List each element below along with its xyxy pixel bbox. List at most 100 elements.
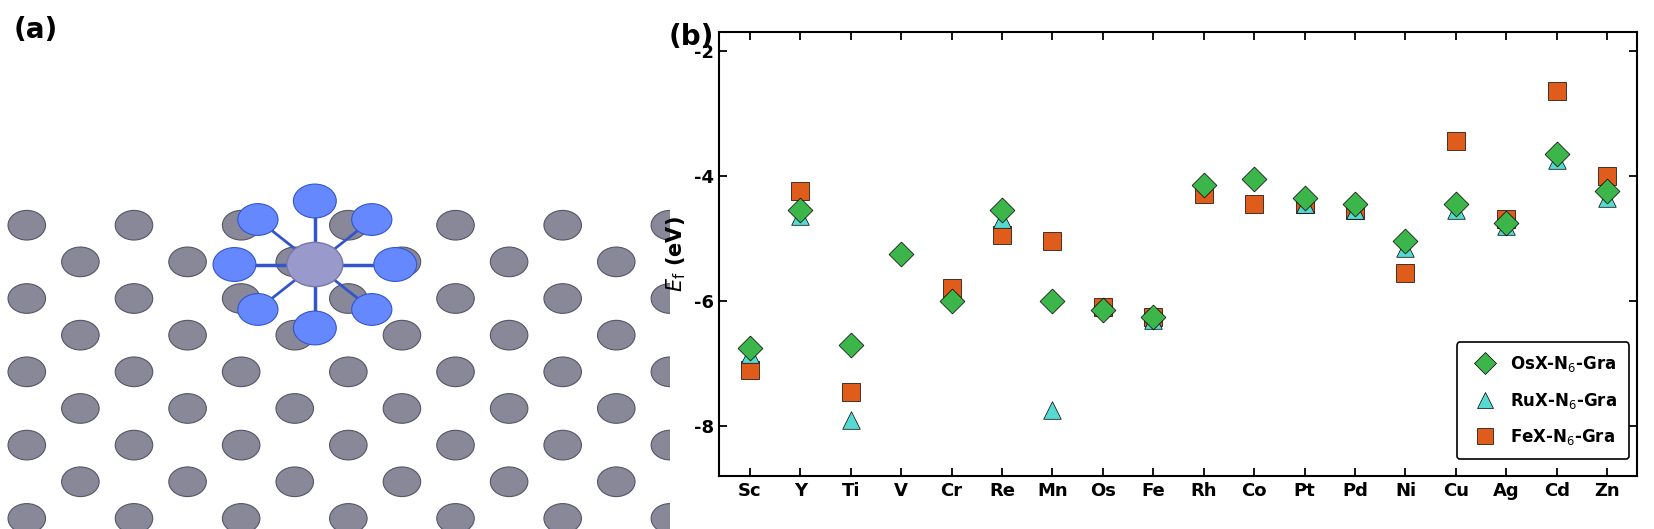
Point: [1594, 194, 1621, 202]
Point: [1090, 306, 1116, 314]
Circle shape: [116, 357, 152, 387]
Circle shape: [597, 394, 635, 423]
Point: [1039, 406, 1065, 415]
Circle shape: [276, 467, 314, 497]
Circle shape: [437, 357, 475, 387]
Point: [837, 416, 863, 424]
Point: [1039, 237, 1065, 245]
Circle shape: [352, 294, 392, 325]
Point: [938, 284, 964, 293]
Point: [736, 343, 762, 352]
Circle shape: [61, 247, 99, 277]
Point: [736, 366, 762, 374]
Point: [1341, 199, 1368, 208]
Circle shape: [222, 357, 260, 387]
Circle shape: [544, 430, 582, 460]
Circle shape: [116, 430, 152, 460]
Point: [1090, 303, 1116, 312]
Point: [1494, 222, 1520, 230]
Point: [736, 350, 762, 358]
Point: [1240, 175, 1267, 183]
Point: [938, 297, 964, 305]
Point: [1393, 237, 1419, 245]
Point: [1442, 206, 1469, 214]
Point: [1140, 312, 1166, 321]
Circle shape: [597, 467, 635, 497]
Point: [1594, 171, 1621, 180]
Circle shape: [544, 504, 582, 529]
Point: [989, 231, 1016, 240]
Circle shape: [544, 284, 582, 313]
Circle shape: [384, 467, 420, 497]
Circle shape: [222, 284, 260, 313]
Circle shape: [652, 357, 688, 387]
Circle shape: [652, 284, 688, 313]
Circle shape: [8, 504, 46, 529]
Circle shape: [490, 467, 528, 497]
Point: [1140, 315, 1166, 324]
Circle shape: [329, 284, 367, 313]
Circle shape: [61, 321, 99, 350]
Circle shape: [329, 357, 367, 387]
Point: [1341, 206, 1368, 214]
Circle shape: [329, 430, 367, 460]
Circle shape: [544, 211, 582, 240]
Point: [837, 341, 863, 349]
Circle shape: [352, 204, 392, 235]
Point: [1140, 312, 1166, 321]
Circle shape: [384, 321, 420, 350]
Circle shape: [597, 247, 635, 277]
Text: (a): (a): [13, 16, 58, 44]
Point: [1292, 199, 1318, 208]
Circle shape: [116, 211, 152, 240]
Circle shape: [222, 211, 260, 240]
Point: [787, 206, 814, 214]
Circle shape: [652, 430, 688, 460]
Circle shape: [437, 430, 475, 460]
Circle shape: [490, 394, 528, 423]
Point: [1494, 215, 1520, 224]
Point: [989, 215, 1016, 224]
Circle shape: [169, 247, 207, 277]
Circle shape: [437, 211, 475, 240]
Point: [989, 206, 1016, 214]
Circle shape: [238, 204, 278, 235]
Point: [1292, 194, 1318, 202]
Circle shape: [238, 294, 278, 325]
Circle shape: [286, 242, 342, 287]
Point: [787, 187, 814, 196]
Point: [1393, 243, 1419, 252]
Circle shape: [213, 248, 256, 281]
Text: (b): (b): [668, 23, 715, 51]
Point: [1191, 181, 1217, 189]
Point: [1543, 87, 1570, 95]
Circle shape: [490, 247, 528, 277]
Circle shape: [437, 284, 475, 313]
Circle shape: [384, 394, 420, 423]
Point: [1341, 206, 1368, 214]
Circle shape: [8, 211, 46, 240]
Point: [1594, 187, 1621, 196]
Circle shape: [597, 321, 635, 350]
Point: [1442, 199, 1469, 208]
Circle shape: [276, 247, 314, 277]
Circle shape: [293, 311, 336, 345]
Circle shape: [169, 321, 207, 350]
Circle shape: [222, 430, 260, 460]
Point: [1543, 156, 1570, 165]
Circle shape: [652, 211, 688, 240]
Point: [837, 387, 863, 396]
Legend: OsX-N$_6$-Gra, RuX-N$_6$-Gra, FeX-N$_6$-Gra: OsX-N$_6$-Gra, RuX-N$_6$-Gra, FeX-N$_6$-…: [1457, 342, 1629, 459]
Circle shape: [329, 211, 367, 240]
Point: [888, 250, 915, 258]
Circle shape: [61, 467, 99, 497]
Point: [1292, 199, 1318, 208]
Circle shape: [169, 394, 207, 423]
Circle shape: [61, 394, 99, 423]
Circle shape: [8, 357, 46, 387]
Y-axis label: $E_\mathrm{f}$ (eV): $E_\mathrm{f}$ (eV): [665, 216, 688, 292]
Point: [1543, 150, 1570, 158]
Circle shape: [116, 284, 152, 313]
Circle shape: [437, 504, 475, 529]
Circle shape: [276, 321, 314, 350]
